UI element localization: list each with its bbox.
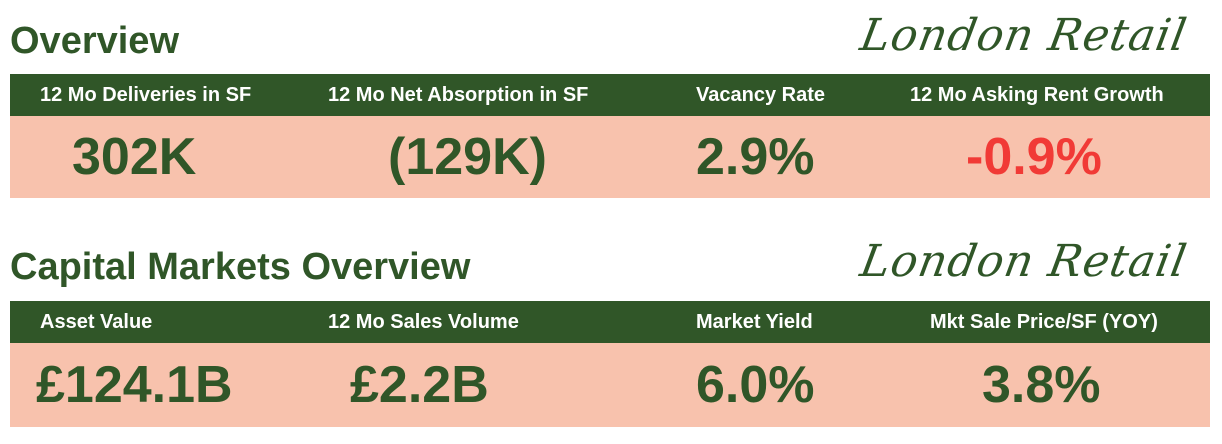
value-mkt-sale-price-yoy: 3.8% xyxy=(982,356,1101,414)
value-12mo-net-absorption: (129K) xyxy=(388,128,547,186)
label-market-yield: Market Yield xyxy=(696,311,813,333)
overview-value-band: 302K (129K) 2.9% -0.9% xyxy=(10,116,1210,198)
label-12mo-sales-volume: 12 Mo Sales Volume xyxy=(328,311,519,333)
value-12mo-deliveries: 302K xyxy=(72,128,197,186)
value-12mo-sales-volume: £2.2B xyxy=(350,356,489,414)
label-asking-rent-growth: 12 Mo Asking Rent Growth xyxy=(910,84,1164,106)
overview-brand-logo: London Retail xyxy=(856,10,1191,61)
capital-markets-label-bar: Asset Value 12 Mo Sales Volume Market Yi… xyxy=(10,301,1210,343)
value-asking-rent-growth: -0.9% xyxy=(966,128,1102,186)
label-12mo-deliveries: 12 Mo Deliveries in SF xyxy=(40,84,252,106)
value-vacancy-rate: 2.9% xyxy=(696,128,815,186)
overview-title: Overview xyxy=(10,20,179,62)
value-asset-value: £124.1B xyxy=(36,356,233,414)
overview-label-bar: 12 Mo Deliveries in SF 12 Mo Net Absorpt… xyxy=(10,74,1210,116)
label-asset-value: Asset Value xyxy=(40,311,153,333)
label-12mo-net-absorption: 12 Mo Net Absorption in SF xyxy=(328,84,589,106)
label-mkt-sale-price-yoy: Mkt Sale Price/SF (YOY) xyxy=(930,311,1158,333)
label-vacancy-rate: Vacancy Rate xyxy=(696,84,825,106)
capital-markets-title: Capital Markets Overview xyxy=(10,246,471,288)
value-market-yield: 6.0% xyxy=(696,356,815,414)
capital-markets-value-band: £124.1B £2.2B 6.0% 3.8% xyxy=(10,343,1210,427)
capital-markets-brand-logo: London Retail xyxy=(856,236,1191,287)
